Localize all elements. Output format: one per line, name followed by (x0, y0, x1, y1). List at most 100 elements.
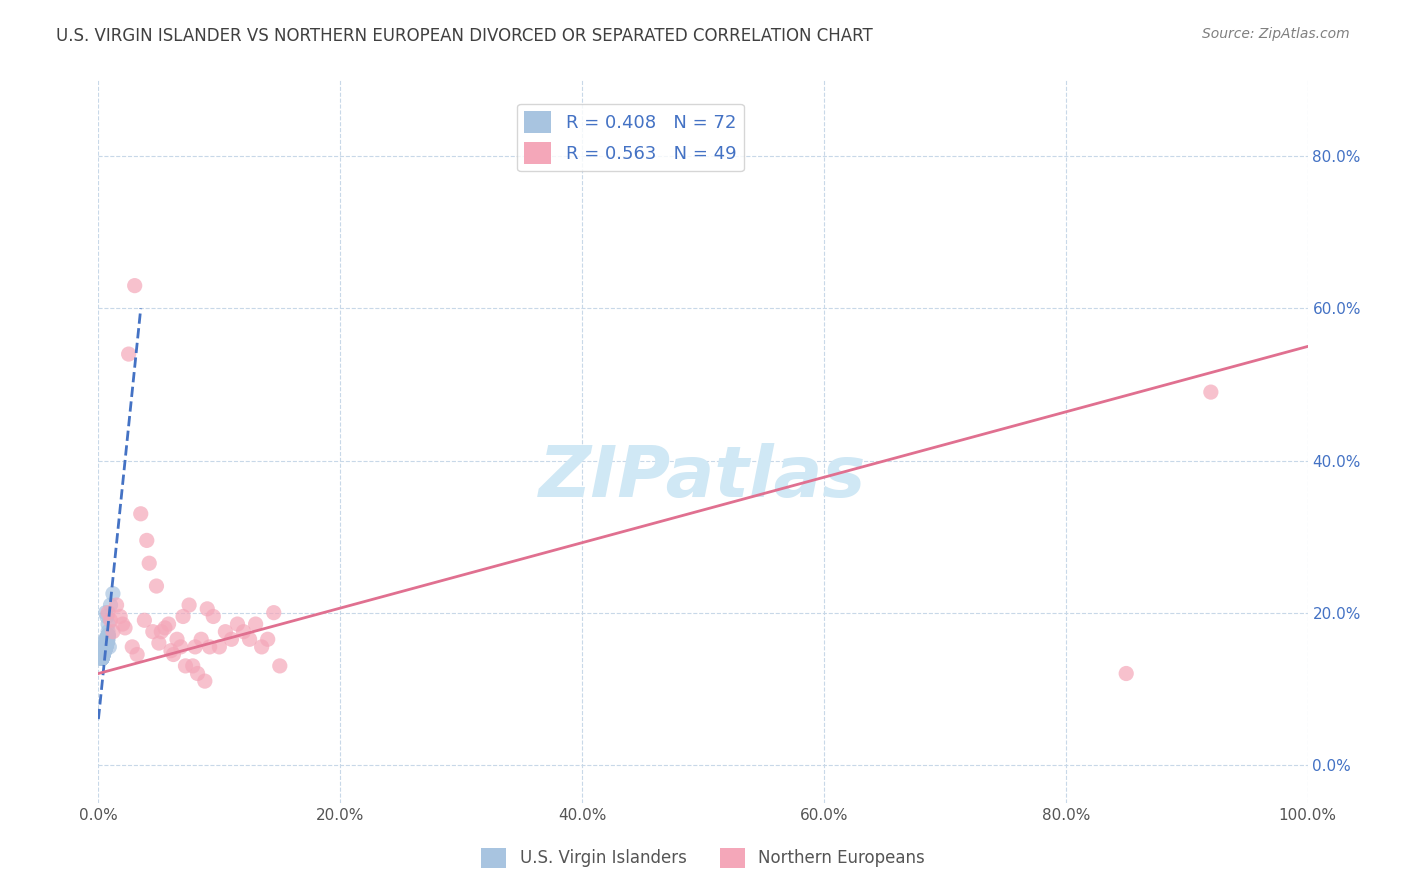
Point (169, 640, 191, 654)
Point (160, 643, 183, 657)
Point (135, 533, 157, 548)
Point (187, 666, 209, 681)
Point (91, 643, 114, 657)
Point (94, 640, 117, 654)
Point (93, 643, 115, 657)
Point (91, 648, 114, 662)
Point (96, 609, 118, 624)
Point (94, 640, 117, 654)
Point (239, 632, 262, 647)
Point (150, 624, 173, 639)
Point (142, 624, 165, 639)
Point (101, 587, 124, 601)
Point (208, 640, 231, 654)
Point (174, 659, 197, 673)
Point (94, 640, 117, 654)
Point (93, 640, 115, 654)
Point (93, 643, 115, 657)
Point (226, 617, 249, 632)
Point (91, 648, 114, 662)
Point (91, 648, 114, 662)
Point (91, 651, 114, 665)
Point (202, 609, 225, 624)
Point (91, 651, 114, 665)
Point (100, 613, 122, 627)
Point (269, 659, 291, 673)
Point (93, 640, 115, 654)
Point (93, 643, 115, 657)
Point (166, 632, 188, 647)
Point (93, 640, 115, 654)
Point (118, 347, 141, 361)
Point (97, 628, 120, 642)
Point (97, 606, 120, 620)
Legend: R = 0.408   N = 72, R = 0.563   N = 49: R = 0.408 N = 72, R = 0.563 N = 49 (517, 103, 744, 171)
Point (96, 636, 118, 650)
Point (94, 632, 117, 647)
Point (91, 651, 114, 665)
Point (94, 640, 117, 654)
Point (93, 643, 115, 657)
Point (91, 651, 114, 665)
Point (93, 643, 115, 657)
Point (1115, 666, 1137, 681)
Point (93, 643, 115, 657)
Point (148, 636, 170, 650)
Point (97, 628, 120, 642)
Point (114, 621, 136, 635)
Point (190, 632, 212, 647)
Point (195, 602, 218, 616)
Point (162, 648, 184, 662)
Point (96, 636, 118, 650)
Point (111, 617, 134, 632)
Point (91, 651, 114, 665)
Point (179, 598, 201, 612)
Point (94, 640, 117, 654)
Point (181, 659, 204, 673)
Point (127, 648, 149, 662)
Point (108, 609, 131, 624)
Point (94, 640, 117, 654)
Point (94, 636, 117, 650)
Point (94, 640, 117, 654)
Point (94, 640, 117, 654)
Point (90, 651, 112, 665)
Point (91, 651, 114, 665)
Text: Source: ZipAtlas.com: Source: ZipAtlas.com (1202, 27, 1350, 41)
Point (94, 606, 117, 620)
Point (124, 278, 146, 293)
Text: U.S. VIRGIN ISLANDER VS NORTHERN EUROPEAN DIVORCED OR SEPARATED CORRELATION CHAR: U.S. VIRGIN ISLANDER VS NORTHERN EUROPEA… (56, 27, 873, 45)
Point (91, 648, 114, 662)
Point (94, 640, 117, 654)
Point (96, 632, 118, 647)
Point (100, 598, 122, 612)
Point (94, 640, 117, 654)
Point (94, 632, 117, 647)
Point (91, 648, 114, 662)
Point (129, 507, 152, 521)
Point (138, 556, 160, 570)
Point (214, 624, 236, 639)
Point (93, 643, 115, 657)
Point (245, 617, 267, 632)
Point (91, 651, 114, 665)
Point (96, 632, 118, 647)
Point (97, 628, 120, 642)
Point (194, 674, 217, 689)
Point (121, 640, 143, 654)
Point (97, 628, 120, 642)
Point (91, 648, 114, 662)
Point (91, 648, 114, 662)
Point (97, 617, 120, 632)
Point (91, 648, 114, 662)
Point (93, 643, 115, 657)
Point (91, 648, 114, 662)
Point (97, 628, 120, 642)
Point (172, 609, 194, 624)
Point (91, 643, 114, 657)
Point (91, 648, 114, 662)
Point (96, 636, 118, 650)
Point (105, 598, 128, 612)
Point (250, 640, 273, 654)
Point (145, 579, 167, 593)
